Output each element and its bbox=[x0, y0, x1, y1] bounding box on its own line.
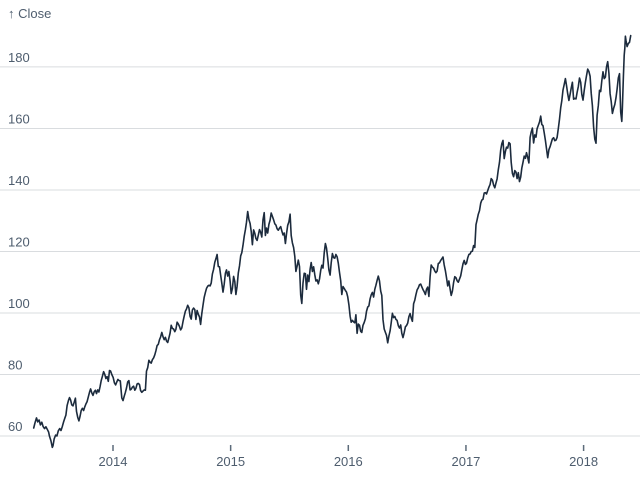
y-tick-label-100: 100 bbox=[8, 296, 30, 311]
gridlines-layer bbox=[0, 66, 640, 437]
y-tick-label-60: 60 bbox=[8, 419, 22, 434]
x-tick-label-2017: 2017 bbox=[451, 454, 480, 469]
y-tick-label-140: 140 bbox=[8, 173, 30, 188]
x-tick-label-2014: 2014 bbox=[99, 454, 128, 469]
y-tick-label-180: 180 bbox=[8, 50, 30, 65]
y-tick-label-80: 80 bbox=[8, 357, 22, 372]
x-tick-label-2015: 2015 bbox=[216, 454, 245, 469]
y-tick-label-120: 120 bbox=[8, 234, 30, 249]
chart-title: ↑ Close bbox=[8, 6, 51, 21]
series-line-layer bbox=[32, 34, 632, 449]
x-tick-label-2016: 2016 bbox=[334, 454, 363, 469]
x-axis-layer: 2014 2015 2016 2017 2018 bbox=[99, 445, 598, 469]
x-tick-label-2018: 2018 bbox=[569, 454, 598, 469]
y-tick-label-160: 160 bbox=[8, 111, 30, 126]
y-axis-labels-layer: 60 80 100 120 140 160 180 bbox=[8, 50, 30, 434]
close-price-line bbox=[32, 34, 632, 449]
